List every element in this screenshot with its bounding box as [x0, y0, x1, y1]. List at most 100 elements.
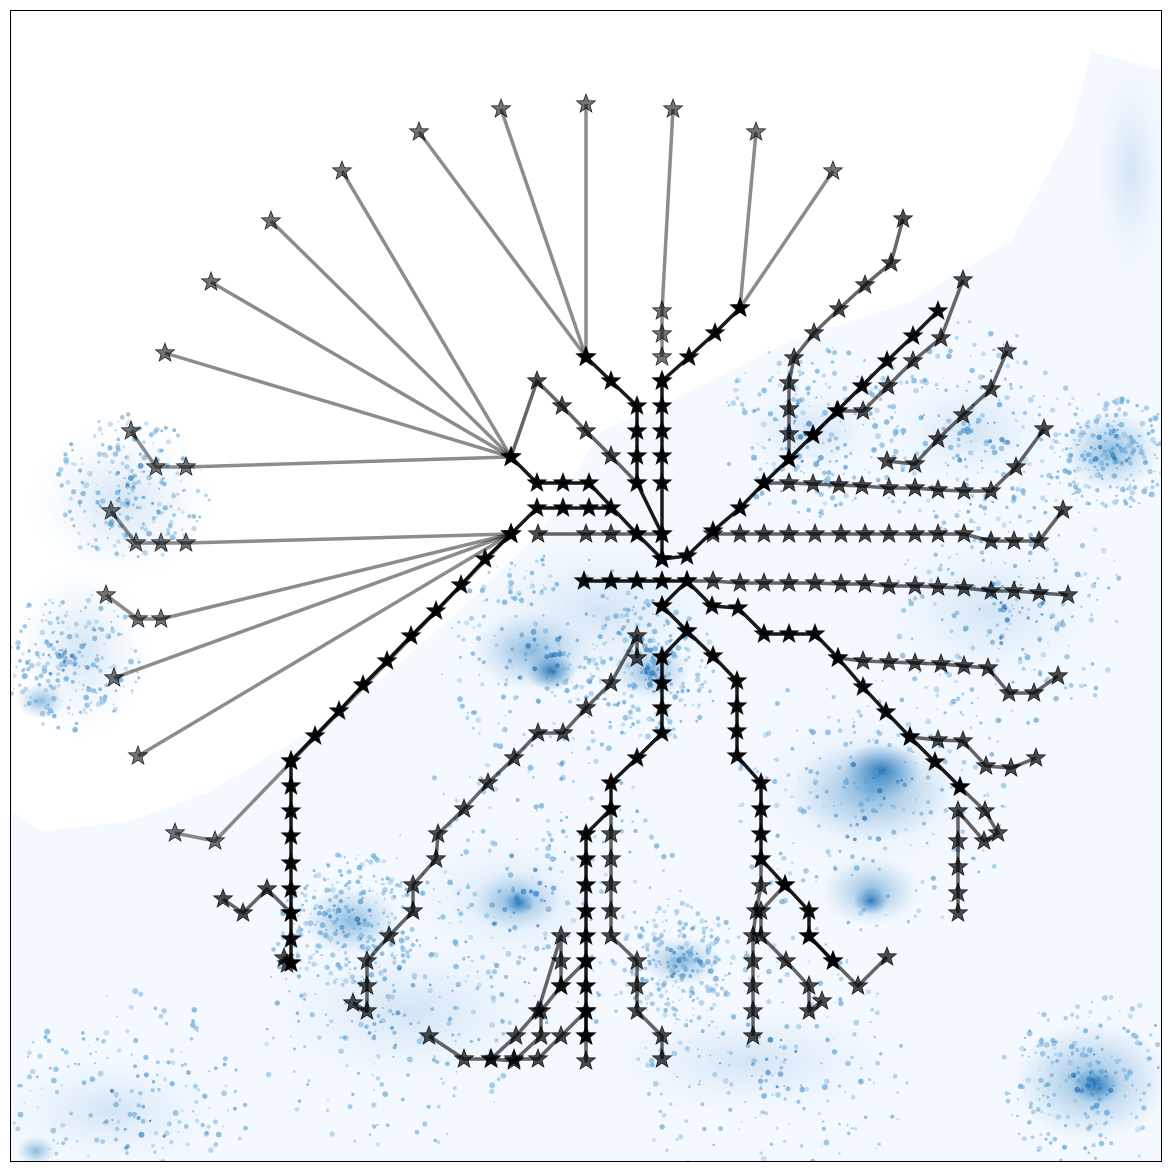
density-speck [100, 697, 103, 701]
density-speck [396, 964, 403, 971]
density-speck [125, 483, 130, 487]
density-speck [785, 1086, 791, 1092]
density-speck [382, 911, 386, 915]
density-speck [21, 652, 25, 656]
density-speck [1138, 1041, 1143, 1046]
density-speck [691, 953, 694, 956]
density-speck [762, 732, 769, 738]
density-speck [507, 1020, 512, 1025]
density-speck [605, 641, 608, 643]
density-speck [1148, 491, 1155, 498]
density-speck [1105, 1093, 1108, 1096]
density-speck [477, 1037, 481, 1042]
density-speck [712, 922, 715, 925]
star-marker [425, 599, 447, 621]
star-marker [232, 901, 254, 923]
star-marker [804, 571, 826, 593]
density-speck [128, 475, 134, 481]
density-speck [632, 605, 635, 609]
star-marker [1025, 746, 1047, 768]
density-speck [1086, 1126, 1092, 1132]
density-speck [821, 513, 825, 516]
density-speck [1037, 637, 1042, 642]
density-speck [395, 1010, 401, 1016]
density-speck [1117, 407, 1122, 412]
density-speck [1095, 1110, 1100, 1115]
density-speck [926, 800, 931, 805]
density-speck [644, 678, 647, 681]
density-speck [144, 525, 147, 528]
density-speck [599, 889, 605, 895]
density-speck [598, 960, 603, 965]
density-speck [1135, 403, 1139, 408]
density-speck [1130, 473, 1133, 477]
density-speck [776, 868, 779, 871]
density-speck [127, 1111, 133, 1118]
density-speck [824, 729, 831, 736]
density-speck [829, 495, 836, 501]
density-speck [467, 883, 470, 886]
density-speck [761, 1156, 767, 1161]
density-speck [660, 935, 664, 939]
density-speck [817, 1111, 822, 1116]
star-marker [854, 572, 876, 594]
density-speck [452, 1094, 456, 1098]
density-speck [847, 1131, 851, 1136]
density-speck [777, 1071, 784, 1077]
density-speck [372, 1103, 376, 1106]
density-speck [1040, 474, 1044, 478]
density-speck [1077, 443, 1080, 446]
density-speck [684, 969, 687, 972]
density-speck [512, 695, 518, 701]
density-speck [896, 424, 899, 428]
density-speck [836, 765, 842, 770]
density-speck [1127, 456, 1131, 460]
density-speck [731, 1014, 737, 1020]
density-speck [45, 639, 48, 642]
density-speck [349, 974, 355, 980]
density-speck [102, 695, 108, 700]
density-speck [1134, 1034, 1140, 1040]
density-speck [47, 703, 50, 706]
density-speck [1093, 418, 1100, 424]
density-speck [436, 1104, 441, 1109]
density-speck [622, 691, 626, 696]
density-speck [418, 944, 422, 947]
density-speck [37, 682, 42, 687]
density-speck [410, 942, 415, 948]
density-speck [505, 950, 512, 957]
density-speck [151, 1143, 155, 1148]
density-speck [478, 732, 481, 735]
density-speck [946, 353, 952, 360]
star-marker [974, 799, 996, 821]
density-speck [496, 1077, 501, 1082]
density-speck [843, 728, 846, 731]
star-marker [600, 847, 622, 869]
density-speck [902, 500, 907, 505]
density-speck [983, 512, 987, 516]
density-speck [536, 809, 538, 812]
density-speck [671, 654, 677, 660]
density-speck [905, 380, 909, 385]
density-speck [131, 692, 134, 695]
density-speck [644, 668, 647, 672]
density-speck [124, 498, 131, 504]
density-speck [751, 454, 757, 461]
density-speck [1020, 488, 1026, 494]
density-speck [493, 742, 498, 748]
density-speck [988, 439, 993, 444]
density-speck [353, 1139, 357, 1143]
density-speck [1049, 475, 1054, 480]
density-speck [275, 941, 281, 947]
density-speck [453, 1005, 457, 1010]
density-speck [853, 815, 857, 819]
density-speck [684, 646, 688, 650]
density-speck [1024, 654, 1031, 661]
density-speck [1139, 1098, 1142, 1102]
density-speck [222, 1056, 228, 1062]
density-speck [970, 701, 974, 705]
density-speck [1085, 1053, 1089, 1058]
density-speck [222, 1125, 224, 1128]
density-speck [1129, 483, 1132, 486]
density-speck [74, 633, 79, 638]
